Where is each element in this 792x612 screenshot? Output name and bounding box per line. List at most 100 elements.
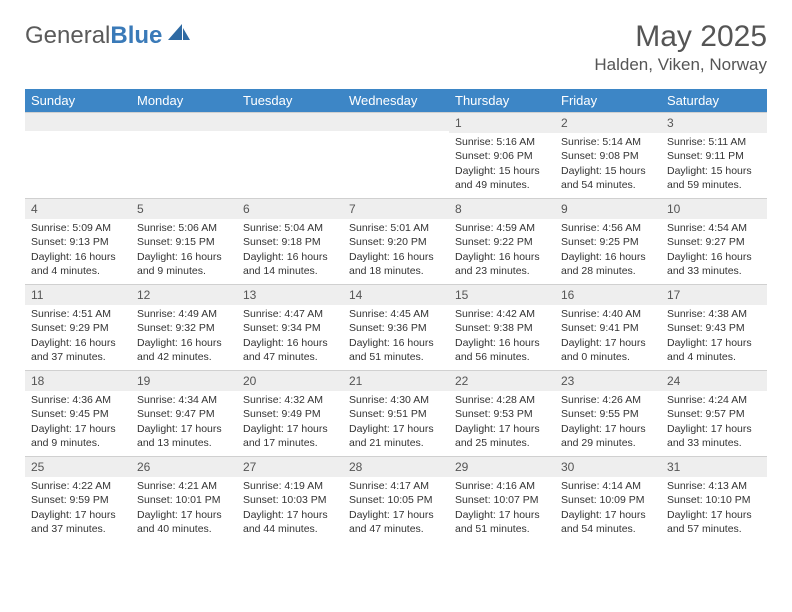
daylight-line: Daylight: 17 hours and 4 minutes. <box>667 336 761 364</box>
day-number: 3 <box>661 113 767 133</box>
calendar-cell: 14Sunrise: 4:45 AMSunset: 9:36 PMDayligh… <box>343 284 449 370</box>
daylight-line: Daylight: 16 hours and 28 minutes. <box>561 250 655 278</box>
sunset-line: Sunset: 9:55 PM <box>561 407 655 421</box>
sunset-line: Sunset: 9:34 PM <box>243 321 337 335</box>
daylight-line: Daylight: 15 hours and 54 minutes. <box>561 164 655 192</box>
day-details: Sunrise: 5:09 AMSunset: 9:13 PMDaylight:… <box>25 219 131 282</box>
daylight-line: Daylight: 17 hours and 13 minutes. <box>137 422 231 450</box>
sunset-line: Sunset: 9:32 PM <box>137 321 231 335</box>
sunset-line: Sunset: 10:03 PM <box>243 493 337 507</box>
sunset-line: Sunset: 9:06 PM <box>455 149 549 163</box>
daylight-line: Daylight: 15 hours and 59 minutes. <box>667 164 761 192</box>
day-details: Sunrise: 4:34 AMSunset: 9:47 PMDaylight:… <box>131 391 237 454</box>
day-details: Sunrise: 4:17 AMSunset: 10:05 PMDaylight… <box>343 477 449 540</box>
topbar: GeneralBlue May 2025 Halden, Viken, Norw… <box>25 20 767 75</box>
sunset-line: Sunset: 9:29 PM <box>31 321 125 335</box>
daylight-line: Daylight: 17 hours and 37 minutes. <box>31 508 125 536</box>
location-text: Halden, Viken, Norway <box>594 55 767 75</box>
day-number: 21 <box>343 371 449 391</box>
day-number: 24 <box>661 371 767 391</box>
calendar-cell: 16Sunrise: 4:40 AMSunset: 9:41 PMDayligh… <box>555 284 661 370</box>
day-details: Sunrise: 4:40 AMSunset: 9:41 PMDaylight:… <box>555 305 661 368</box>
day-details: Sunrise: 4:30 AMSunset: 9:51 PMDaylight:… <box>343 391 449 454</box>
brand-part1: General <box>25 22 110 49</box>
calendar-cell: 22Sunrise: 4:28 AMSunset: 9:53 PMDayligh… <box>449 370 555 456</box>
sunrise-line: Sunrise: 4:42 AM <box>455 307 549 321</box>
calendar-cell: 29Sunrise: 4:16 AMSunset: 10:07 PMDaylig… <box>449 456 555 542</box>
weekday-label: Thursday <box>449 89 555 112</box>
sunset-line: Sunset: 10:07 PM <box>455 493 549 507</box>
sunrise-line: Sunrise: 4:45 AM <box>349 307 443 321</box>
daylight-line: Daylight: 17 hours and 54 minutes. <box>561 508 655 536</box>
calendar-cell: 5Sunrise: 5:06 AMSunset: 9:15 PMDaylight… <box>131 198 237 284</box>
sunrise-line: Sunrise: 4:21 AM <box>137 479 231 493</box>
daylight-line: Daylight: 16 hours and 23 minutes. <box>455 250 549 278</box>
calendar-cell: 28Sunrise: 4:17 AMSunset: 10:05 PMDaylig… <box>343 456 449 542</box>
daylight-line: Daylight: 17 hours and 47 minutes. <box>349 508 443 536</box>
sunrise-line: Sunrise: 4:24 AM <box>667 393 761 407</box>
day-number: 8 <box>449 199 555 219</box>
sunrise-line: Sunrise: 5:01 AM <box>349 221 443 235</box>
day-details: Sunrise: 4:47 AMSunset: 9:34 PMDaylight:… <box>237 305 343 368</box>
sunrise-line: Sunrise: 4:54 AM <box>667 221 761 235</box>
calendar-cell: 11Sunrise: 4:51 AMSunset: 9:29 PMDayligh… <box>25 284 131 370</box>
sunrise-line: Sunrise: 4:56 AM <box>561 221 655 235</box>
daylight-line: Daylight: 16 hours and 14 minutes. <box>243 250 337 278</box>
sunset-line: Sunset: 9:22 PM <box>455 235 549 249</box>
daylight-line: Daylight: 15 hours and 49 minutes. <box>455 164 549 192</box>
daylight-line: Daylight: 17 hours and 57 minutes. <box>667 508 761 536</box>
daylight-line: Daylight: 17 hours and 0 minutes. <box>561 336 655 364</box>
daylight-line: Daylight: 17 hours and 9 minutes. <box>31 422 125 450</box>
day-details: Sunrise: 4:32 AMSunset: 9:49 PMDaylight:… <box>237 391 343 454</box>
daylight-line: Daylight: 16 hours and 33 minutes. <box>667 250 761 278</box>
weekday-header: SundayMondayTuesdayWednesdayThursdayFrid… <box>25 89 767 112</box>
daylight-line: Daylight: 16 hours and 9 minutes. <box>137 250 231 278</box>
calendar-cell: 31Sunrise: 4:13 AMSunset: 10:10 PMDaylig… <box>661 456 767 542</box>
sunrise-line: Sunrise: 5:06 AM <box>137 221 231 235</box>
sunrise-line: Sunrise: 5:14 AM <box>561 135 655 149</box>
sunset-line: Sunset: 9:47 PM <box>137 407 231 421</box>
weekday-label: Tuesday <box>237 89 343 112</box>
day-details: Sunrise: 4:24 AMSunset: 9:57 PMDaylight:… <box>661 391 767 454</box>
calendar-cell: 10Sunrise: 4:54 AMSunset: 9:27 PMDayligh… <box>661 198 767 284</box>
calendar-cell: 23Sunrise: 4:26 AMSunset: 9:55 PMDayligh… <box>555 370 661 456</box>
sunrise-line: Sunrise: 4:17 AM <box>349 479 443 493</box>
day-number: 19 <box>131 371 237 391</box>
day-details: Sunrise: 4:26 AMSunset: 9:55 PMDaylight:… <box>555 391 661 454</box>
day-details: Sunrise: 4:21 AMSunset: 10:01 PMDaylight… <box>131 477 237 540</box>
calendar-cell: 12Sunrise: 4:49 AMSunset: 9:32 PMDayligh… <box>131 284 237 370</box>
sunrise-line: Sunrise: 4:36 AM <box>31 393 125 407</box>
sunset-line: Sunset: 9:08 PM <box>561 149 655 163</box>
calendar-cell: 6Sunrise: 5:04 AMSunset: 9:18 PMDaylight… <box>237 198 343 284</box>
sunset-line: Sunset: 9:43 PM <box>667 321 761 335</box>
daylight-line: Daylight: 17 hours and 29 minutes. <box>561 422 655 450</box>
title-block: May 2025 Halden, Viken, Norway <box>594 20 767 75</box>
day-number: 23 <box>555 371 661 391</box>
sunset-line: Sunset: 9:20 PM <box>349 235 443 249</box>
sunset-line: Sunset: 9:41 PM <box>561 321 655 335</box>
day-number: 26 <box>131 457 237 477</box>
calendar-cell: 4Sunrise: 5:09 AMSunset: 9:13 PMDaylight… <box>25 198 131 284</box>
day-details: Sunrise: 5:11 AMSunset: 9:11 PMDaylight:… <box>661 133 767 196</box>
calendar-cell: 21Sunrise: 4:30 AMSunset: 9:51 PMDayligh… <box>343 370 449 456</box>
weekday-label: Wednesday <box>343 89 449 112</box>
calendar-cell-empty <box>237 112 343 198</box>
weekday-label: Monday <box>131 89 237 112</box>
day-number: 15 <box>449 285 555 305</box>
calendar-cell: 1Sunrise: 5:16 AMSunset: 9:06 PMDaylight… <box>449 112 555 198</box>
sunrise-line: Sunrise: 4:22 AM <box>31 479 125 493</box>
daylight-line: Daylight: 17 hours and 33 minutes. <box>667 422 761 450</box>
calendar-cell: 13Sunrise: 4:47 AMSunset: 9:34 PMDayligh… <box>237 284 343 370</box>
day-details: Sunrise: 4:16 AMSunset: 10:07 PMDaylight… <box>449 477 555 540</box>
daylight-line: Daylight: 16 hours and 4 minutes. <box>31 250 125 278</box>
daylight-line: Daylight: 16 hours and 37 minutes. <box>31 336 125 364</box>
calendar-cell: 24Sunrise: 4:24 AMSunset: 9:57 PMDayligh… <box>661 370 767 456</box>
day-number: 18 <box>25 371 131 391</box>
day-details: Sunrise: 4:59 AMSunset: 9:22 PMDaylight:… <box>449 219 555 282</box>
sunrise-line: Sunrise: 4:13 AM <box>667 479 761 493</box>
sunrise-line: Sunrise: 4:49 AM <box>137 307 231 321</box>
daylight-line: Daylight: 17 hours and 25 minutes. <box>455 422 549 450</box>
sunset-line: Sunset: 10:05 PM <box>349 493 443 507</box>
day-number: 29 <box>449 457 555 477</box>
sunset-line: Sunset: 9:25 PM <box>561 235 655 249</box>
